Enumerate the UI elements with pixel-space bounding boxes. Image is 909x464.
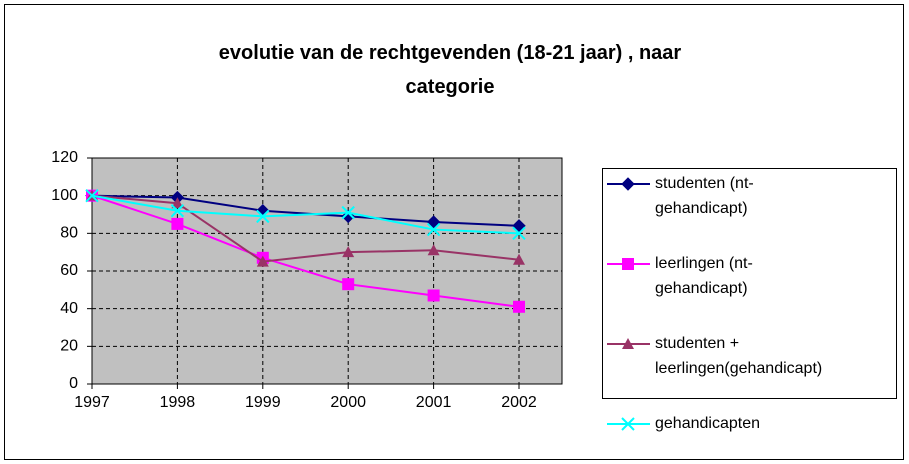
legend-label: gehandicapten — [655, 415, 760, 432]
x-tick-label: 1997 — [74, 394, 110, 411]
legend-box — [602, 168, 897, 399]
y-tick-label: 60 — [60, 262, 78, 279]
series-line — [91, 194, 520, 235]
legend-label: leerlingen (nt-gehandicapt) — [655, 255, 753, 297]
marker — [342, 278, 355, 291]
y-tick-label: 40 — [60, 300, 78, 317]
marker — [342, 246, 355, 258]
legend-label: studenten + leerlingen(gehandicapt) — [655, 335, 822, 377]
y-tick-label: 80 — [60, 225, 78, 242]
marker — [513, 253, 525, 265]
x-tick-label: 2001 — [416, 394, 452, 411]
marker — [427, 244, 440, 256]
marker — [85, 188, 99, 203]
series-line — [91, 194, 520, 263]
chart-title: evolutie van de rechtgevenden (18-21 jaa… — [218, 42, 682, 98]
x-tick-label: 2002 — [501, 394, 537, 411]
marker — [170, 204, 185, 218]
marker — [427, 289, 440, 302]
marker — [621, 177, 635, 191]
marker — [622, 338, 634, 349]
legend-label: studenten (nt-gehandicapt) — [655, 175, 754, 217]
marker — [341, 205, 355, 220]
marker — [512, 219, 526, 233]
marker — [622, 258, 634, 270]
y-tick-label: 20 — [60, 338, 78, 355]
marker — [426, 215, 441, 229]
marker — [256, 255, 269, 267]
marker — [171, 217, 184, 230]
marker — [512, 226, 526, 241]
y-tick-label: 0 — [69, 375, 78, 392]
x-tick-label: 2000 — [330, 394, 366, 411]
marker — [256, 209, 270, 224]
marker — [171, 197, 184, 209]
series-line — [91, 194, 520, 308]
marker — [513, 300, 525, 313]
y-tick-label: 120 — [51, 149, 78, 166]
marker — [621, 417, 635, 431]
x-tick-label: 1999 — [245, 394, 281, 411]
x-tick-label: 1998 — [160, 394, 196, 411]
marker — [426, 222, 441, 237]
y-tick-label: 100 — [51, 187, 78, 204]
